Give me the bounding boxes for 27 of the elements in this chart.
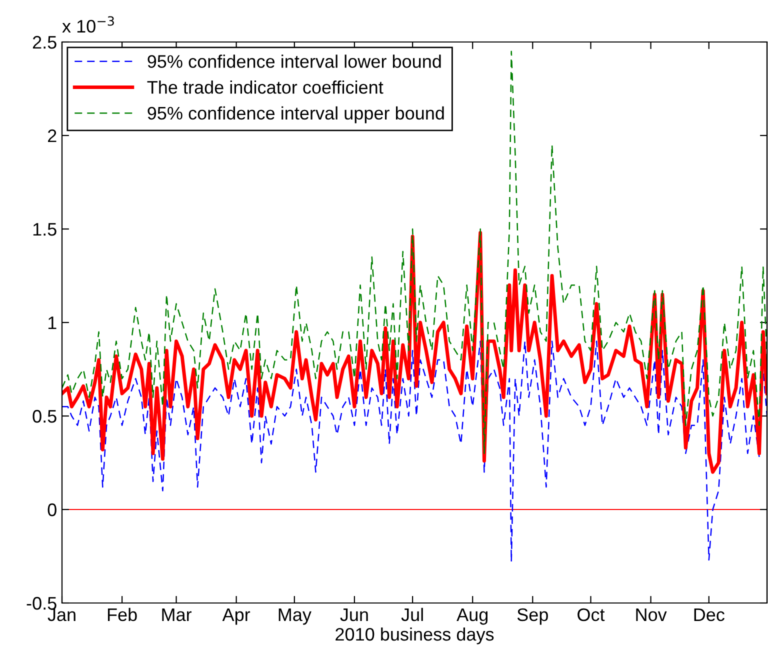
x-tick-label: Oct [578, 608, 605, 622]
line-series [62, 231, 767, 474]
legend-label: 95% confidence interval lower bound [148, 54, 441, 68]
x-tick-label: Jun [340, 608, 368, 622]
line-series [62, 50, 767, 454]
x-tick-label: Jan [48, 608, 76, 622]
y-tick-label: -0.5 [26, 596, 56, 610]
text: x 10$^{−3}$ [62, 16, 114, 33]
legend-label: 95% confidence interval upper bound [148, 106, 444, 124]
x-tick-label: Sep [517, 608, 548, 625]
line-series [62, 340, 767, 562]
legend-label: The trade indicator coefficient [147, 80, 384, 94]
x-tick-label: Feb [108, 608, 137, 622]
y-tick-label: 2.5 [32, 36, 56, 49]
x-axis-title: 2010 business days [336, 627, 494, 644]
y-tick-label: 1.5 [33, 223, 56, 236]
y-tick-label: 1 [48, 316, 56, 330]
y-tick-label: 0 [48, 503, 56, 516]
x-tick-label: Aug [456, 608, 488, 625]
y-tick-label: 2 [48, 129, 56, 142]
x-tick-label: Jul [401, 608, 423, 622]
x-tick-label: Dec [694, 608, 724, 622]
x-tick-label: Mar [162, 608, 192, 622]
x-tick-label: Apr [222, 608, 250, 625]
y-tick-label: 0.5 [32, 410, 56, 423]
x-tick-label: May [278, 608, 312, 625]
x-tick-label: Nov [636, 608, 667, 622]
